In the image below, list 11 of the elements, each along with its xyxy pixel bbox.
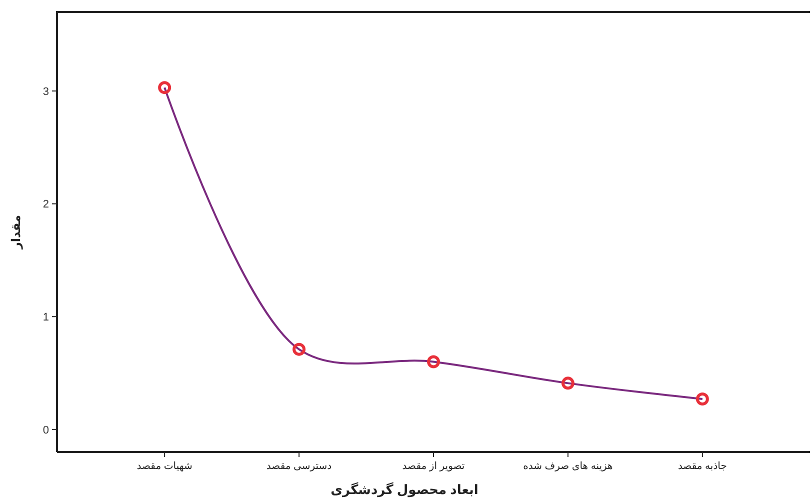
x-tick-label: جاذبه مقصد bbox=[678, 461, 727, 472]
y-tick-label: 3 bbox=[42, 86, 49, 98]
x-tick-label: تصویر از مقصد bbox=[402, 461, 465, 472]
x-tick-label: هزینه های صرف شده bbox=[523, 461, 613, 472]
y-tick-label: 1 bbox=[42, 311, 49, 324]
y-axis-title: مقدار bbox=[9, 214, 23, 250]
x-tick-label: شهیات مقصد bbox=[136, 461, 192, 472]
x-tick-label: دسترسی مقصد bbox=[266, 461, 332, 472]
y-tick-label: 0 bbox=[42, 424, 49, 436]
y-tick-label: 2 bbox=[42, 198, 49, 211]
x-axis-title: ابعاد محصول گردشگری bbox=[330, 482, 478, 498]
